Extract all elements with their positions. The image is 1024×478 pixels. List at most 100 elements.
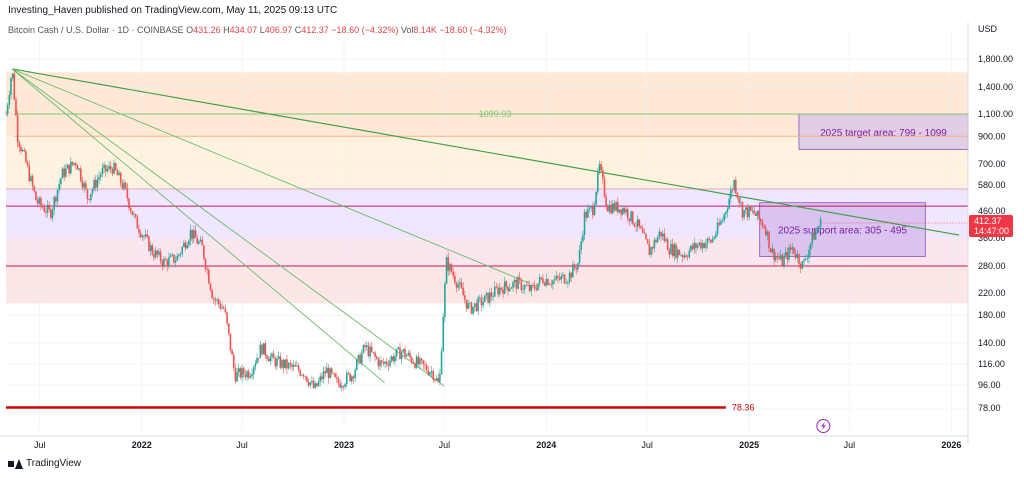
candle-body — [164, 258, 167, 261]
candle-body — [447, 257, 450, 271]
volume-change: −18.60 (−4.32%) — [439, 25, 507, 35]
candle-body — [485, 292, 488, 296]
candle-body — [432, 371, 435, 380]
candle-body — [321, 376, 323, 380]
candle-body — [158, 251, 160, 255]
candle-body — [30, 176, 32, 181]
candle-body — [565, 283, 568, 284]
candle-body — [492, 296, 494, 298]
candle-body — [783, 256, 785, 266]
candle-body — [261, 344, 263, 355]
price-chart[interactable]: 2025 target area: 799 - 1099 2025 support… — [0, 22, 1024, 456]
price-tick-label: 360.00 — [978, 233, 1006, 243]
candle-body — [497, 287, 499, 295]
price-axis[interactable]: USD 1,800.00 1,400.00 1,100.00 900.00 700.00 5… — [967, 22, 1013, 444]
candle-body — [173, 254, 175, 263]
candle-body — [324, 371, 326, 374]
time-axis[interactable]: Jul 2022 Jul 2023 Jul 2024 Jul 2025 Jul 2026 — [0, 435, 968, 450]
candle-body — [462, 287, 464, 296]
candle-body — [156, 250, 159, 255]
candle-body — [681, 255, 684, 258]
candle-body — [788, 247, 790, 260]
candle-body — [229, 333, 232, 351]
candle-body — [178, 254, 180, 256]
candle-body — [472, 306, 474, 314]
candle-body — [244, 374, 247, 378]
candle-body — [725, 212, 727, 215]
candle-body — [665, 239, 667, 241]
candle-body — [306, 376, 308, 382]
candle-body — [109, 165, 112, 170]
candle-body — [216, 299, 218, 301]
candle-body — [291, 364, 293, 367]
candle-body — [525, 285, 528, 286]
candle-body — [686, 256, 689, 258]
candle-body — [400, 351, 403, 360]
candle-body — [803, 259, 805, 262]
candle-body — [367, 345, 370, 357]
candle-body — [435, 378, 438, 380]
candle-body — [101, 168, 104, 175]
candle-body — [242, 368, 245, 375]
candle-body — [50, 209, 52, 218]
candle-body — [523, 285, 526, 290]
trend-line[interactable] — [11, 68, 530, 284]
last-price-box — [969, 214, 1013, 237]
candle-body — [638, 219, 641, 227]
candle-body — [40, 198, 42, 206]
candle-body — [735, 179, 737, 193]
trend-line[interactable] — [11, 68, 385, 383]
candle-body — [146, 234, 149, 237]
trend-lines[interactable] — [11, 68, 960, 387]
annotation-boxes[interactable]: 2025 target area: 799 - 1099 2025 support… — [759, 113, 969, 257]
candle-body — [726, 208, 729, 213]
candle-body — [645, 233, 647, 240]
candle-body — [648, 243, 651, 255]
candle-body — [465, 299, 468, 309]
candle-body — [756, 210, 759, 216]
trend-line[interactable] — [11, 68, 960, 236]
candle-body — [349, 373, 351, 382]
currency-label: USD — [978, 24, 998, 34]
candle-body — [257, 357, 260, 359]
candle-body — [513, 279, 516, 282]
candle-body — [706, 238, 709, 244]
candle-body — [21, 149, 24, 152]
trend-line[interactable] — [11, 68, 445, 387]
candle-body — [151, 245, 154, 255]
candle-body — [254, 363, 257, 368]
candle-body — [592, 206, 594, 216]
candle-body — [287, 363, 290, 369]
candle-body — [643, 232, 646, 234]
candle-body — [25, 151, 27, 163]
candle-body — [78, 168, 80, 170]
price-tick-label: 580.00 — [978, 180, 1006, 190]
candle-body — [219, 303, 222, 309]
candle-body — [811, 232, 814, 244]
candle-body — [517, 277, 519, 289]
change-value: −18.60 (−4.32%) — [331, 25, 399, 35]
candle-body — [277, 356, 280, 359]
candle-body — [133, 214, 135, 216]
symbol-name[interactable]: Bitcoin Cash / U.S. Dollar · 1D · COINBA… — [8, 25, 184, 35]
candle-body — [36, 200, 39, 204]
candle-body — [402, 349, 405, 352]
candle-body — [457, 284, 459, 288]
candle-body — [276, 358, 278, 367]
candle-body — [99, 174, 102, 177]
candle-body — [658, 231, 661, 237]
candle-body — [342, 386, 345, 387]
candle-body — [631, 211, 634, 224]
candle-body — [819, 218, 822, 227]
candle-body — [346, 372, 348, 385]
candle-body — [282, 359, 285, 368]
candle-body — [567, 281, 569, 284]
candle-body — [548, 284, 551, 286]
candle-body — [552, 280, 554, 285]
candle-body — [104, 164, 107, 172]
candle-body — [671, 243, 674, 256]
candle-body — [690, 245, 692, 251]
candle-body — [206, 268, 208, 270]
candle-body — [394, 356, 396, 362]
candle-body — [108, 165, 110, 170]
